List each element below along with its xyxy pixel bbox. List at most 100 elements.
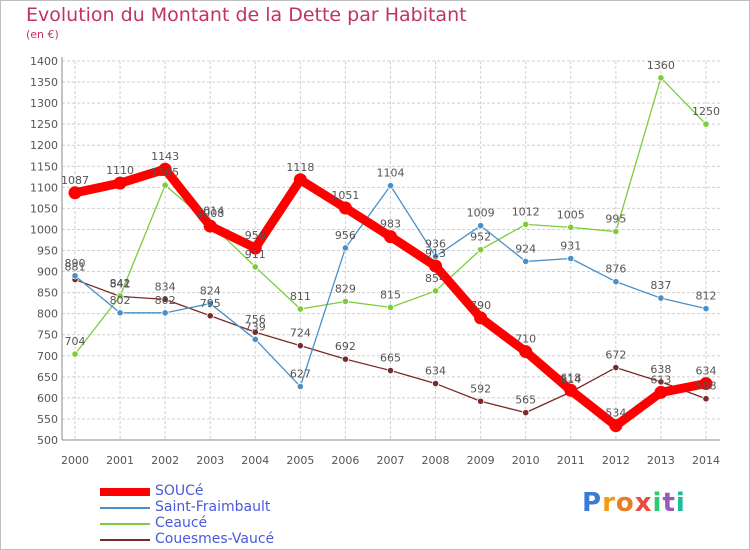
point-couesmes-vauce-2014 <box>702 395 710 403</box>
point-souce-2006 <box>338 201 352 215</box>
data-label-ceauce-2008: 854 <box>425 272 446 285</box>
point-couesmes-vauce-2012 <box>612 363 620 372</box>
point-souce-2010 <box>519 345 533 359</box>
x-tick-label-2011: 2011 <box>557 454 585 467</box>
logo-letter-x: x <box>634 488 653 518</box>
data-label-couesmes-vauce-2008: 634 <box>425 365 446 378</box>
y-tick-label-500: 500 <box>37 434 58 447</box>
logo-letter-i1: i <box>652 488 663 518</box>
data-label-ceauce-2006: 829 <box>335 282 356 295</box>
legend: SOUCé Saint-Fraimbault Ceaucé Couesmes-V… <box>100 483 360 548</box>
data-label-couesmes-vauce-2009: 592 <box>470 382 491 395</box>
point-souce-2012 <box>609 419 623 433</box>
point-ceauce-2006 <box>341 297 350 306</box>
data-label-couesmes-vauce-2011: 614 <box>560 373 581 386</box>
point-ceauce-2014 <box>702 120 710 128</box>
data-label-saint-fraimbault-2011: 931 <box>560 240 581 253</box>
point-ceauce-2008 <box>431 287 440 295</box>
data-label-saint-fraimbault-2001: 802 <box>110 294 131 307</box>
point-souce-2008 <box>429 259 443 273</box>
x-tick-label-2001: 2001 <box>106 454 134 467</box>
data-label-ceauce-2003: 1014 <box>196 205 224 218</box>
data-label-souce-2008: 913 <box>425 247 446 260</box>
data-label-souce-2007: 983 <box>380 218 401 231</box>
y-tick-label-750: 750 <box>37 329 58 342</box>
legend-swatch-saint-fraimbault <box>100 507 150 509</box>
data-label-souce-2012: 534 <box>605 407 626 420</box>
data-label-couesmes-vauce-2000: 881 <box>65 261 86 274</box>
data-label-ceauce-2002: 1105 <box>151 166 179 179</box>
point-souce-2005 <box>293 173 307 187</box>
data-label-saint-fraimbault-2014: 812 <box>695 290 716 303</box>
point-ceauce-2002 <box>161 181 169 189</box>
data-label-saint-fraimbault-2004: 739 <box>245 320 266 333</box>
point-souce-2003 <box>203 219 217 233</box>
x-tick-label-2010: 2010 <box>512 454 540 467</box>
data-label-saint-fraimbault-2005: 627 <box>290 368 311 381</box>
point-ceauce-2012 <box>612 227 620 236</box>
legend-item-soucé: SOUCé <box>100 483 360 500</box>
y-tick-label-900: 900 <box>37 266 58 279</box>
x-tick-label-2006: 2006 <box>331 454 359 467</box>
point-saint-fraimbault-2012 <box>612 278 620 286</box>
logo-letter-r: r <box>602 488 616 518</box>
data-label-souce-2005: 1118 <box>286 161 314 174</box>
x-tick-label-2008: 2008 <box>422 454 450 467</box>
point-ceauce-2000 <box>71 350 79 358</box>
logo-letter-i2: i <box>675 488 686 518</box>
data-label-saint-fraimbault-2006: 956 <box>335 229 356 242</box>
data-label-couesmes-vauce-2013: 638 <box>650 363 671 376</box>
data-label-souce-2001: 1110 <box>106 164 134 177</box>
x-tick-label-2012: 2012 <box>602 454 630 467</box>
data-label-couesmes-vauce-2014: 598 <box>695 380 716 393</box>
point-couesmes-vauce-2007 <box>386 366 395 375</box>
legend-label-soucé: SOUCé <box>155 483 204 499</box>
data-label-souce-2010: 710 <box>515 333 536 346</box>
data-label-saint-fraimbault-2013: 837 <box>650 279 671 292</box>
x-tick-label-2003: 2003 <box>196 454 224 467</box>
y-tick-label-1400: 1400 <box>30 55 58 68</box>
y-tick-label-1350: 1350 <box>30 76 58 89</box>
point-ceauce-2013 <box>657 74 665 82</box>
point-couesmes-vauce-2013 <box>657 378 665 386</box>
y-tick-label-550: 550 <box>37 413 58 426</box>
point-souce-2002 <box>158 162 172 176</box>
data-label-souce-2013: 613 <box>650 373 671 386</box>
y-tick-label-700: 700 <box>37 350 58 363</box>
point-ceauce-2001 <box>116 292 124 300</box>
point-saint-fraimbault-2010 <box>522 257 530 266</box>
y-tick-label-850: 850 <box>37 287 58 300</box>
data-label-saint-fraimbault-2008: 936 <box>425 237 446 250</box>
point-souce-2000 <box>68 186 82 200</box>
y-tick-label-1250: 1250 <box>30 118 58 131</box>
data-label-ceauce-2009: 952 <box>470 231 491 244</box>
y-tick-label-650: 650 <box>37 371 58 384</box>
point-saint-fraimbault-2002 <box>161 309 169 317</box>
point-souce-2007 <box>383 230 397 244</box>
y-tick-label-1050: 1050 <box>30 202 58 215</box>
x-tick-label-2000: 2000 <box>61 454 89 467</box>
point-souce-2014 <box>699 377 713 391</box>
data-label-souce-2014: 634 <box>695 365 716 378</box>
point-souce-2011 <box>564 383 578 397</box>
point-couesmes-vauce-2004 <box>251 328 259 336</box>
data-label-couesmes-vauce-2006: 692 <box>335 340 356 353</box>
point-ceauce-2005 <box>296 305 304 313</box>
point-saint-fraimbault-2014 <box>702 305 710 313</box>
logo-letter-p: P <box>582 488 603 518</box>
data-label-couesmes-vauce-2012: 672 <box>605 349 626 362</box>
y-tick-label-1200: 1200 <box>30 139 58 152</box>
data-label-saint-fraimbault-2009: 1009 <box>467 207 495 220</box>
y-tick-label-800: 800 <box>37 308 58 321</box>
data-label-ceauce-2000: 704 <box>65 335 86 348</box>
x-tick-label-2004: 2004 <box>241 454 269 467</box>
data-label-saint-fraimbault-2002: 802 <box>155 294 176 307</box>
legend-item-ceauce: Ceaucé <box>100 515 360 532</box>
data-label-souce-2006: 1051 <box>331 189 359 202</box>
data-label-saint-fraimbault-2012: 876 <box>605 263 626 276</box>
legend-label-couesmes-vauce: Couesmes-Vaucé <box>155 531 275 547</box>
y-tick-label-1000: 1000 <box>30 223 58 236</box>
data-label-souce-2004: 956 <box>245 229 266 242</box>
point-saint-fraimbault-2000 <box>71 272 79 280</box>
